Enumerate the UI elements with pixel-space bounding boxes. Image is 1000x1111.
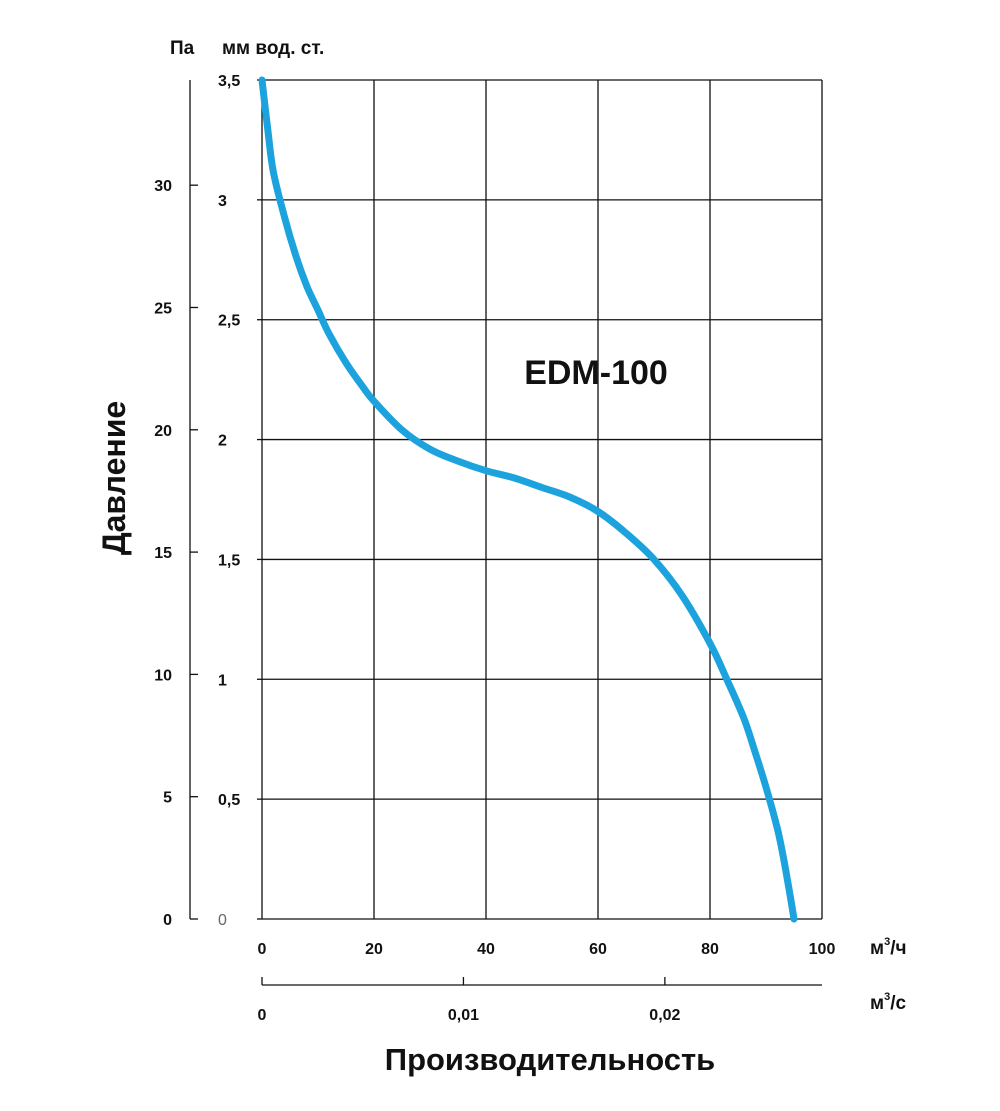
x-unit-secondary-sup: 3	[884, 991, 890, 1003]
chart-grid	[262, 79, 823, 919]
x-unit-primary-base: м	[870, 938, 884, 959]
y-mm-tick-label-2: 1	[218, 672, 227, 689]
y-pa-tick-label-6: 30	[154, 178, 172, 195]
y-unit-left: Па	[170, 38, 195, 59]
x-tick-label-3: 60	[589, 941, 607, 958]
y-pa-tick-label-4: 20	[154, 423, 172, 440]
chart-axes	[189, 79, 822, 986]
y-unit-right: мм вод. ст.	[222, 38, 324, 59]
y-mm-tick-label-7: 3,5	[218, 73, 240, 90]
x-unit-primary-sup: 3	[884, 936, 890, 948]
y-axis-title: Давление	[96, 401, 132, 555]
y-pa-tick-label-1: 5	[163, 790, 172, 807]
x-unit-secondary: м3/с	[870, 991, 906, 1014]
chart-labels: EDM-100 Давление Производительность Па м…	[96, 38, 907, 1077]
x2-tick-label-2: 0,02	[649, 1007, 680, 1024]
x-tick-label-0: 0	[258, 941, 267, 958]
y-mm-tick-label-6: 3	[218, 193, 227, 210]
x-tick-label-4: 80	[701, 941, 719, 958]
chart-title: EDM-100	[524, 354, 668, 392]
series-line-0	[258, 76, 798, 923]
x-tick-label-2: 40	[477, 941, 495, 958]
chart-series	[258, 76, 798, 923]
y-mm-tick-label-4: 2	[218, 433, 227, 450]
x-unit-primary-suffix: /ч	[890, 938, 906, 959]
y-pa-tick-label-3: 15	[154, 545, 172, 562]
y-mm-tick-label-0: 0	[218, 912, 227, 929]
x-tick-label-1: 20	[365, 941, 383, 958]
x-unit-secondary-suffix: /с	[890, 993, 906, 1014]
x2-tick-label-1: 0,01	[448, 1007, 479, 1024]
x-unit-primary: м3/ч	[870, 936, 907, 959]
y-mm-tick-label-5: 2,5	[218, 313, 240, 330]
x-axis-title: Производительность	[385, 1042, 715, 1077]
x-unit-secondary-base: м	[870, 993, 884, 1014]
y-mm-tick-label-3: 1,5	[218, 552, 240, 569]
y-pa-tick-label-2: 10	[154, 667, 172, 684]
y-pa-tick-label-5: 25	[154, 300, 172, 317]
y-mm-tick-label-1: 0,5	[218, 792, 240, 809]
y-pa-tick-label-0: 0	[163, 912, 172, 929]
x2-tick-label-0: 0	[258, 1007, 267, 1024]
x-tick-label-5: 100	[809, 941, 836, 958]
